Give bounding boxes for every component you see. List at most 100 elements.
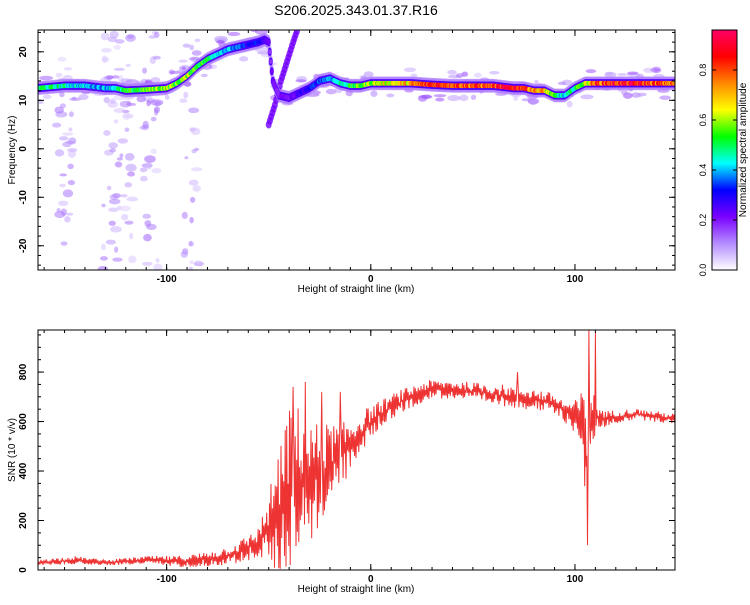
figure-title: S206.2025.343.01.37.R16 [274,2,438,18]
spectrogram-noise-blob [386,93,395,98]
spectrogram-noise-blob [59,136,69,141]
spectrogram-noise-blob [189,260,194,265]
spectrogram-noise-blob [108,198,121,205]
spectrogram-noise-blob [643,67,655,73]
spectrogram-noise-blob [143,233,152,242]
spectrogram-noise-blob [627,71,639,75]
spectrogram-noise-blob [129,232,134,240]
snr-ylabel: SNR (10 * v/v) [7,418,18,482]
colorbar: 0.0 0.2 0.4 0.6 0.8 Normalized spectral ampl… [698,29,749,276]
snr-ytick-label: 600 [18,413,29,430]
spectrogram-noise-blob [325,88,337,95]
spectrogram-noise-blob [113,44,121,50]
snr-xlabel: Height of straight line (km) [298,584,415,595]
spectrogram-noise-blob [62,189,74,198]
spectrogram-noise-blob [113,119,119,124]
spectrogram-noise-blob [57,56,67,62]
spectrogram-noise-blob [189,196,196,203]
spectrogram-noise-blob [106,75,114,80]
spectrogram-noise-blob [182,43,191,48]
spectrogram-noise-blob [142,213,152,219]
spectrogram-noise-blob [148,35,157,39]
spectrogram-noise-blob [99,256,108,261]
spectrogram-xlabel: Height of straight line (km) [298,284,415,295]
spectrogram-noise-blob [216,40,225,44]
spectrogram-xtick-label: 0 [368,274,374,285]
spectrogram-noise-blob [67,150,77,158]
spectrogram-noise-blob [114,246,119,253]
spectrogram-noise-blob [38,99,44,105]
spectrogram-noise-blob [180,251,189,258]
spectrogram-noise-blob [188,107,200,114]
spectrogram-noise-blob [124,153,135,161]
spectrogram-noise-blob [200,73,208,78]
spectrogram-noise-blob [110,225,122,233]
spectrogram-noise-blob [153,106,161,114]
snr-panel: -100 0 100 0 200 400 600 800 Height of straight… [7,329,676,595]
spectrogram-ytick-label: 10 [18,94,29,106]
spectrogram-noise-blob [101,203,106,208]
spectrogram-noise-blob [67,163,74,170]
spectrogram-noise-blob [39,75,54,81]
spectrogram-noise-blob [119,205,131,212]
spectrogram-noise-blob [585,69,597,74]
spectrogram-noise-blob [59,103,66,109]
spectrogram-noise-blob [474,72,482,78]
spectrogram-noise-blob [63,67,73,71]
spectrogram-noise-blob [433,94,447,98]
spectrogram-ridge-core [266,39,271,45]
spectrogram-noise-blob [150,116,157,122]
spectrogram-noise-blob [181,211,188,220]
spectrogram-noise-blob [164,94,170,100]
spectrogram-noise-blob [109,148,116,153]
spectrogram-noise-blob [128,255,137,264]
spectrogram-noise-blob [101,55,108,63]
spectrogram-noise-blob [190,167,203,172]
spectrogram-noise-blob [139,167,148,173]
spectrogram-noise-blob [119,153,124,158]
spectrogram-noise-blob [52,122,62,128]
colorbar-tick-label: 0.6 [698,114,708,127]
spectrogram-noise-blob [561,79,573,86]
spectrogram-noise-blob [113,67,126,72]
spectrogram-noise-blob [42,94,52,99]
spectrogram-noise-blob [68,137,77,145]
spectrogram-noise-blob [125,163,137,172]
spectrogram-noise-blob [124,220,134,225]
spectrogram-noise-blob [190,127,201,136]
colorbar-tick-label: 0.8 [698,64,708,77]
spectrogram-noise-blob [65,212,74,216]
spectrogram-noise-blob [534,79,539,85]
spectrogram-noise-blob [111,75,120,79]
spectrogram-noise-blob [55,72,63,78]
spectrogram-noise-blob [107,100,119,108]
spectrogram-noise-blob [604,71,617,78]
spectrogram-noise-blob [455,73,464,78]
spectrogram-noise-blob [179,98,188,103]
spectrogram-ylabel: Frequency (Hz) [7,116,18,185]
spectrogram-noise-blob [238,56,249,62]
spectrogram-noise-blob [513,96,519,101]
snr-series-line [38,330,675,569]
spectrogram-ytick-label: -20 [18,238,29,253]
spectrogram-noise-blob [489,71,500,75]
spectrogram-noise-blob [59,183,66,188]
spectrogram-noise-blob [54,149,65,157]
spectrogram-noise-blob [580,94,594,100]
spectrogram-noise-blob [108,220,116,226]
spectrogram-noise-blob [103,129,111,136]
spectrogram-noise-blob [126,34,135,39]
spectrogram-noise-blob [68,111,74,118]
spectrogram-noise-blob [59,173,67,177]
spectrogram-xtick-label: 100 [567,274,584,285]
colorbar-label: Normalized spectral amplitude [738,82,749,217]
spectrogram-noise-blob [56,207,61,213]
spectrogram-noise-blob [114,39,125,44]
spectrogram-noise-blob [621,90,628,96]
spectrogram-noise-blob [126,196,139,202]
spectrogram-noise-blob [140,175,148,182]
spectrogram-noise-blob [124,182,133,188]
spectrogram-noise-blob [447,94,461,102]
spectrogram-noise-blob [105,239,116,245]
